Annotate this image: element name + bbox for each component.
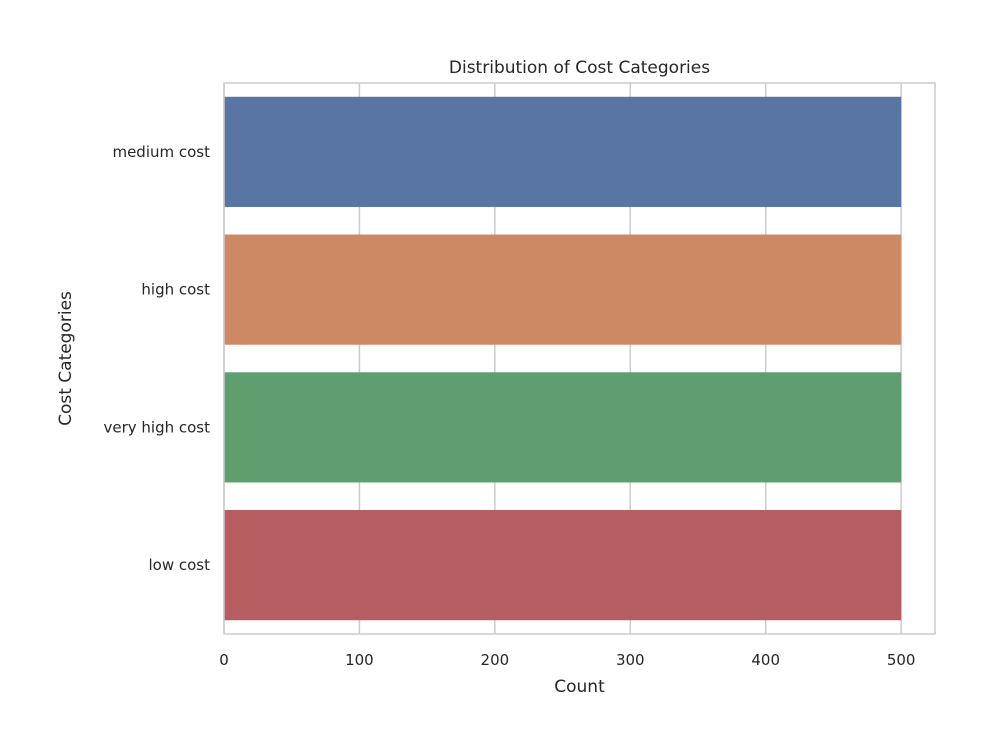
plot-frame	[223, 82, 936, 635]
x-tick-labels: 0 100 200 300 400 500	[219, 651, 915, 669]
y-tick-label: medium cost	[112, 143, 210, 161]
bar-very-high-cost	[224, 372, 902, 483]
x-tick-label: 100	[345, 651, 374, 669]
x-axis-label: Count	[554, 677, 605, 697]
x-tick-label: 200	[481, 651, 510, 669]
x-tick-label: 300	[616, 651, 645, 669]
y-tick-labels: medium cost high cost very high cost low co…	[103, 143, 210, 574]
y-tick-label: low cost	[148, 556, 210, 574]
bar-medium-cost	[224, 96, 902, 207]
y-tick-label: high cost	[141, 281, 210, 299]
bars	[224, 96, 902, 621]
x-tick-label: 400	[751, 651, 780, 669]
y-axis-label: Cost Categories	[56, 291, 76, 426]
x-tick-label: 0	[219, 651, 229, 669]
bar-low-cost	[224, 510, 902, 621]
x-tick-label: 500	[887, 651, 916, 669]
bar-high-cost	[224, 234, 902, 345]
chart-title: Distribution of Cost Categories	[449, 58, 710, 78]
y-tick-label: very high cost	[103, 418, 210, 436]
